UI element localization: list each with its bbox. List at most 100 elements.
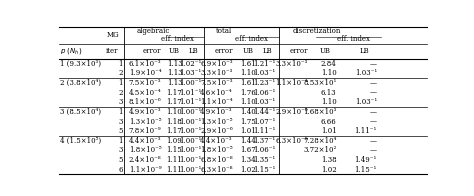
- Text: 1.38: 1.38: [321, 156, 337, 164]
- Text: 3: 3: [118, 118, 123, 125]
- Text: 1.34: 1.34: [240, 156, 256, 164]
- Text: 1.11: 1.11: [166, 166, 182, 174]
- Text: 4.6×10⁻⁴: 4.6×10⁻⁴: [200, 89, 233, 97]
- Text: error: error: [215, 47, 233, 55]
- Text: 1.07⁻¹: 1.07⁻¹: [253, 118, 275, 125]
- Text: —: —: [370, 146, 377, 154]
- Text: 2 (3.8×10⁴): 2 (3.8×10⁴): [60, 79, 101, 87]
- Text: eff. index: eff. index: [337, 35, 370, 44]
- Text: 1.49⁻¹: 1.49⁻¹: [355, 156, 377, 164]
- Text: 1.17: 1.17: [166, 98, 182, 106]
- Text: 6.3×10⁻⁸: 6.3×10⁻⁸: [200, 166, 233, 174]
- Text: 1.00⁻¹: 1.00⁻¹: [179, 156, 201, 164]
- Text: 1.3×10⁻⁵: 1.3×10⁻⁵: [129, 118, 161, 125]
- Text: 1.10: 1.10: [240, 69, 256, 77]
- Text: 3: 3: [118, 146, 123, 154]
- Text: 1.21⁻¹: 1.21⁻¹: [253, 60, 275, 68]
- Text: 2.9×10⁻⁶: 2.9×10⁻⁶: [275, 108, 308, 116]
- Text: total: total: [215, 27, 231, 35]
- Text: 2.4×10⁻⁸: 2.4×10⁻⁸: [129, 156, 161, 164]
- Text: 2: 2: [118, 69, 123, 77]
- Text: 5: 5: [118, 127, 123, 135]
- Text: 6.13: 6.13: [321, 89, 337, 97]
- Text: —: —: [370, 118, 377, 125]
- Text: 1.01⁻¹: 1.01⁻¹: [179, 89, 201, 97]
- Text: 1.06⁻¹: 1.06⁻¹: [253, 146, 275, 154]
- Text: 1.75: 1.75: [240, 118, 256, 125]
- Text: —: —: [370, 89, 377, 97]
- Text: 8.53×10¹: 8.53×10¹: [303, 79, 337, 87]
- Text: 1: 1: [118, 137, 123, 145]
- Text: 6.1×10⁻³: 6.1×10⁻³: [129, 60, 161, 68]
- Text: iter: iter: [106, 47, 118, 55]
- Text: 1.44⁻¹: 1.44⁻¹: [253, 108, 275, 116]
- Text: 1.76: 1.76: [240, 89, 256, 97]
- Text: 1 (9.3×10³): 1 (9.3×10³): [60, 60, 101, 68]
- Text: 3.72×10²: 3.72×10²: [303, 146, 337, 154]
- Text: 1.44: 1.44: [240, 137, 256, 145]
- Text: 1.10: 1.10: [166, 108, 182, 116]
- Text: 1.17: 1.17: [166, 89, 182, 97]
- Text: 1.1×10⁻⁴: 1.1×10⁻⁴: [275, 79, 308, 87]
- Text: 4.9×10⁻³: 4.9×10⁻³: [200, 108, 233, 116]
- Text: 6: 6: [118, 166, 123, 174]
- Text: 1.00⁻¹: 1.00⁻¹: [179, 118, 201, 125]
- Text: 1.13: 1.13: [167, 60, 182, 68]
- Text: 1.02: 1.02: [321, 166, 337, 174]
- Text: 4 (1.5×10⁵): 4 (1.5×10⁵): [60, 137, 101, 145]
- Text: MG: MG: [107, 31, 119, 39]
- Text: algebraic: algebraic: [136, 27, 170, 35]
- Text: 1.02⁻¹: 1.02⁻¹: [179, 60, 201, 68]
- Text: —: —: [370, 60, 377, 68]
- Text: 1.15⁻¹: 1.15⁻¹: [355, 166, 377, 174]
- Text: 6.66: 6.66: [321, 118, 337, 125]
- Text: error: error: [289, 47, 308, 55]
- Text: 3.3×10⁻³: 3.3×10⁻³: [200, 69, 233, 77]
- Text: $p\ (N_h)$: $p\ (N_h)$: [60, 46, 82, 56]
- Text: 2: 2: [118, 89, 123, 97]
- Text: 1.00⁻¹: 1.00⁻¹: [179, 127, 201, 135]
- Text: 8.1×10⁻⁶: 8.1×10⁻⁶: [129, 98, 161, 106]
- Text: 1.15: 1.15: [166, 146, 182, 154]
- Text: discretization: discretization: [292, 27, 341, 35]
- Text: 2.9×10⁻⁶: 2.9×10⁻⁶: [200, 127, 233, 135]
- Text: 1.03⁻¹: 1.03⁻¹: [355, 69, 377, 77]
- Text: 1.06⁻¹: 1.06⁻¹: [253, 89, 275, 97]
- Text: —: —: [370, 79, 377, 87]
- Text: 4.5×10⁻⁴: 4.5×10⁻⁴: [129, 89, 161, 97]
- Text: 1.00⁻¹: 1.00⁻¹: [179, 146, 201, 154]
- Text: 1.00⁻¹: 1.00⁻¹: [179, 166, 201, 174]
- Text: 1.3×10⁻⁵: 1.3×10⁻⁵: [200, 118, 233, 125]
- Text: 1.03⁻¹: 1.03⁻¹: [253, 69, 275, 77]
- Text: 1.10: 1.10: [321, 98, 337, 106]
- Text: LB: LB: [359, 47, 369, 55]
- Text: 1.15⁻¹: 1.15⁻¹: [253, 166, 275, 174]
- Text: 1.03⁻¹: 1.03⁻¹: [355, 98, 377, 106]
- Text: 1.8×10⁻⁵: 1.8×10⁻⁵: [129, 146, 161, 154]
- Text: 1.09: 1.09: [166, 137, 182, 145]
- Text: error: error: [142, 47, 161, 55]
- Text: 1.18: 1.18: [166, 118, 182, 125]
- Text: eff. index: eff. index: [161, 35, 194, 44]
- Text: 1.1×10⁻⁴: 1.1×10⁻⁴: [200, 98, 233, 106]
- Text: 1.01⁻¹: 1.01⁻¹: [179, 98, 201, 106]
- Text: 1.11: 1.11: [166, 156, 182, 164]
- Text: 1.02: 1.02: [240, 166, 256, 174]
- Text: —: —: [370, 108, 377, 116]
- Text: 6.9×10⁻³: 6.9×10⁻³: [200, 60, 233, 68]
- Text: 1.40: 1.40: [240, 108, 256, 116]
- Text: 1.01: 1.01: [321, 127, 337, 135]
- Text: 1: 1: [118, 108, 123, 116]
- Text: 7.8×10⁻⁹: 7.8×10⁻⁹: [129, 127, 161, 135]
- Text: 1.13: 1.13: [167, 79, 182, 87]
- Text: 1: 1: [118, 60, 123, 68]
- Text: LB: LB: [189, 47, 199, 55]
- Text: 1.9×10⁻⁴: 1.9×10⁻⁴: [129, 69, 161, 77]
- Text: 1.03⁻¹: 1.03⁻¹: [253, 98, 275, 106]
- Text: 1: 1: [118, 79, 123, 87]
- Text: UB: UB: [320, 47, 331, 55]
- Text: 1.68×10³: 1.68×10³: [303, 108, 337, 116]
- Text: 1.61: 1.61: [240, 60, 256, 68]
- Text: eff. index: eff. index: [235, 35, 268, 44]
- Text: 1.37⁻¹: 1.37⁻¹: [253, 137, 275, 145]
